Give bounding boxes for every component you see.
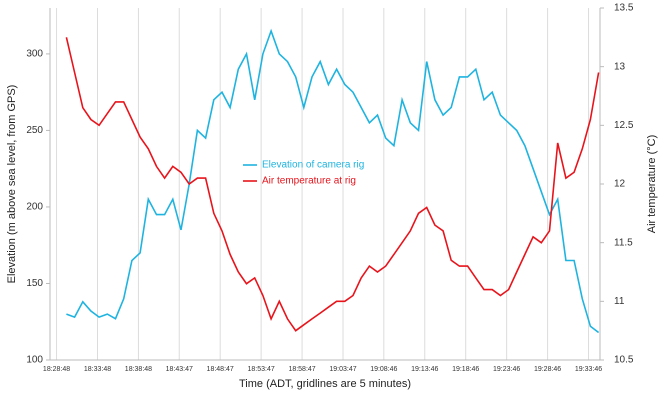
y2-tick-label: 13.5 — [614, 3, 634, 14]
y2-axis-label: Air temperature (°C) — [646, 135, 658, 234]
x-tick-label: 19:28:46 — [534, 366, 561, 373]
y2-tick-label: 10.5 — [614, 355, 634, 366]
y-tick-label: 200 — [26, 202, 43, 213]
y2-tick-label: 12 — [614, 179, 626, 190]
y2-tick-label: 11 — [614, 296, 625, 307]
y-axis-label: Elevation (m above sea level, from GPS) — [6, 85, 18, 284]
y-tick-label: 150 — [26, 278, 43, 289]
x-tick-label: 18:33:48 — [84, 366, 111, 373]
y-tick-label: 300 — [26, 49, 43, 60]
x-tick-label: 18:53:47 — [248, 366, 275, 373]
x-tick-label: 19:33:46 — [575, 366, 602, 373]
x-tick-label: 18:38:48 — [125, 366, 152, 373]
x-tick-label: 19:08:46 — [370, 366, 397, 373]
x-tick-label: 19:23:46 — [493, 366, 520, 373]
y-tick-label: 250 — [26, 125, 43, 136]
y-tick-label: 100 — [26, 355, 43, 366]
series-line — [66, 28, 600, 334]
y2-tick-label: 13 — [614, 61, 626, 72]
y2-tick-label: 11.5 — [614, 237, 633, 248]
legend-label: Elevation of camera rig — [262, 160, 364, 171]
y2-tick-label: 12.5 — [614, 120, 634, 131]
x-tick-label: 18:48:47 — [207, 366, 234, 373]
x-axis-label: Time (ADT, gridlines are 5 minutes) — [239, 378, 411, 390]
x-tick-label: 19:03:47 — [329, 366, 356, 373]
x-tick-label: 18:58:47 — [288, 366, 315, 373]
legend-label: Air temperature at rig — [262, 176, 356, 187]
series-line — [65, 37, 600, 332]
x-tick-label: 18:28:48 — [43, 366, 70, 373]
x-tick-label: 19:18:46 — [452, 366, 479, 373]
x-tick-label: 18:43:47 — [166, 366, 193, 373]
x-tick-label: 19:13:46 — [411, 366, 438, 373]
